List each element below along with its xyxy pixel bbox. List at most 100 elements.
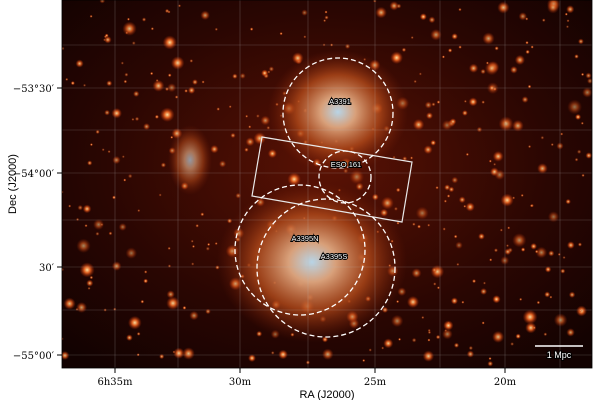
point-source <box>395 187 401 193</box>
point-source <box>443 199 447 203</box>
point-source <box>205 246 210 251</box>
point-source <box>106 80 113 87</box>
point-source <box>500 256 510 265</box>
point-source <box>488 357 492 361</box>
point-source <box>468 63 479 73</box>
point-source <box>76 302 88 313</box>
point-source <box>393 206 398 211</box>
point-source <box>585 72 592 79</box>
point-source <box>537 163 548 174</box>
point-source <box>582 87 592 98</box>
point-source <box>125 247 138 259</box>
point-source <box>65 77 69 81</box>
point-source <box>200 10 210 21</box>
point-source <box>586 77 592 84</box>
point-source <box>425 112 434 120</box>
point-source <box>150 71 154 76</box>
point-source <box>140 299 145 304</box>
point-source <box>159 353 165 360</box>
point-source <box>447 48 453 53</box>
point-source <box>564 12 568 16</box>
point-source <box>465 202 475 212</box>
point-source <box>553 313 568 327</box>
point-source <box>461 300 465 304</box>
point-source <box>482 32 495 45</box>
point-source <box>417 224 421 229</box>
point-source <box>89 14 93 18</box>
point-source <box>62 46 65 51</box>
point-source <box>372 0 377 3</box>
point-source <box>500 193 514 207</box>
point-source <box>87 160 93 166</box>
point-source <box>322 348 334 360</box>
point-source <box>392 155 396 159</box>
point-source <box>381 346 385 350</box>
point-source <box>123 79 128 84</box>
point-source <box>256 330 263 337</box>
point-source <box>494 46 499 51</box>
point-source <box>431 102 436 107</box>
point-source <box>436 286 440 290</box>
point-source <box>418 72 422 76</box>
point-source <box>410 156 414 160</box>
point-source <box>476 126 483 133</box>
point-source <box>481 100 485 104</box>
point-source <box>301 9 308 16</box>
point-source <box>112 155 121 165</box>
region-circle-a3395s <box>256 198 396 338</box>
point-source <box>411 337 417 343</box>
point-source <box>279 32 283 36</box>
point-source <box>458 45 462 49</box>
point-source <box>89 275 94 280</box>
point-source <box>190 239 194 243</box>
point-source <box>87 286 91 290</box>
bridge-region-box <box>251 136 413 223</box>
point-source <box>422 350 435 362</box>
point-source <box>442 227 446 231</box>
point-source <box>506 244 510 248</box>
point-source <box>549 295 553 299</box>
point-source <box>468 345 474 351</box>
point-source <box>167 83 177 93</box>
point-source <box>449 118 457 126</box>
point-source <box>108 231 113 236</box>
point-source <box>424 101 433 109</box>
point-source <box>160 107 175 122</box>
point-source <box>152 79 165 92</box>
point-source <box>76 238 91 253</box>
point-source <box>580 72 585 77</box>
point-source <box>189 59 194 63</box>
point-source <box>540 135 545 140</box>
point-source <box>189 310 199 321</box>
point-source <box>83 83 87 87</box>
point-source <box>375 6 387 19</box>
point-source <box>349 169 365 185</box>
point-source <box>107 150 111 154</box>
point-source <box>95 231 100 236</box>
point-source <box>137 209 141 213</box>
point-source <box>507 226 511 230</box>
point-source <box>498 116 514 132</box>
point-source <box>492 150 504 162</box>
point-source <box>480 287 488 295</box>
y-tick-label: −54°00′ <box>13 169 55 180</box>
point-source <box>62 350 70 360</box>
point-source <box>143 270 148 274</box>
point-source <box>323 19 327 23</box>
point-source <box>303 35 307 39</box>
point-source <box>532 326 536 330</box>
point-source <box>458 196 466 204</box>
point-source <box>390 51 403 65</box>
point-source <box>442 328 453 340</box>
point-source <box>412 118 425 131</box>
point-source <box>103 308 107 312</box>
point-source <box>510 65 518 74</box>
point-source <box>330 43 334 47</box>
point-source <box>368 348 372 352</box>
point-source <box>195 224 199 228</box>
point-source <box>133 90 140 98</box>
point-source <box>453 234 458 239</box>
point-source <box>143 123 151 131</box>
point-source <box>431 267 438 273</box>
point-source <box>162 35 177 50</box>
